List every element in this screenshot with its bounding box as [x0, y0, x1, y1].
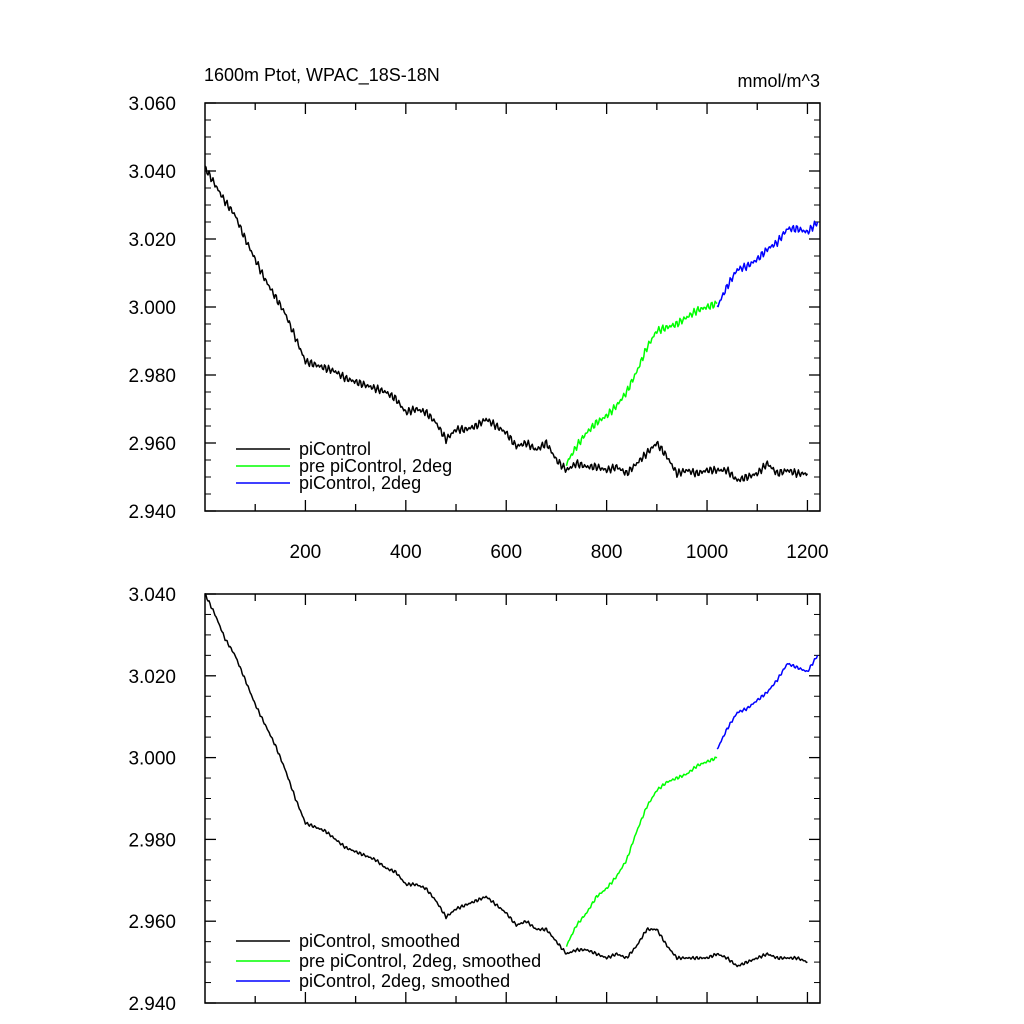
series-line — [565, 300, 718, 466]
y-tick-label: 2.960 — [128, 912, 176, 933]
y-tick-label: 3.020 — [128, 667, 176, 688]
series-line — [204, 165, 809, 483]
y-axis: 2.940 2.960 2.980 3.000 3.020 3.040 3.060 — [128, 94, 820, 523]
y-tick-label: 3.040 — [128, 162, 176, 183]
x-tick-label: 200 — [290, 542, 322, 563]
series-line — [716, 655, 819, 750]
x-tick-label: 1200 — [786, 542, 828, 563]
y-axis: 2.940 2.960 2.980 3.000 3.020 3.040 — [128, 585, 820, 1015]
plot-frame — [204, 102, 821, 512]
chart-title: 1600m Ptot, WPAC_18S-18N — [204, 65, 440, 86]
x-tick-label: 600 — [490, 542, 522, 563]
legend-label: piControl, 2deg, smoothed — [299, 971, 510, 991]
legend-label: piControl, 2deg — [299, 473, 421, 493]
y-tick-label: 2.980 — [128, 830, 176, 851]
y-tick-label: 2.940 — [128, 502, 176, 523]
x-axis — [254, 594, 809, 1003]
y-tick-label: 2.960 — [128, 434, 176, 455]
bottom-panel: 2.940 2.960 2.980 3.000 3.020 3.040 piControl… — [128, 585, 821, 1015]
x-tick-label: 400 — [390, 542, 422, 563]
x-tick-label: 1000 — [686, 542, 728, 563]
x-tick-label: 800 — [591, 542, 623, 563]
legend-label: pre piControl, 2deg — [299, 456, 452, 476]
y-tick-label: 3.020 — [128, 230, 176, 251]
legend-label: pre piControl, 2deg, smoothed — [299, 951, 541, 971]
top-panel: 2.940 2.960 2.980 3.000 3.020 3.040 3.060 200 4… — [128, 65, 828, 563]
series-line — [716, 220, 819, 308]
y-tick-label: 3.040 — [128, 585, 176, 606]
y-tick-label: 2.940 — [128, 994, 176, 1015]
plot-frame — [204, 593, 821, 1004]
legend-label: piControl, smoothed — [299, 931, 460, 951]
series-group — [204, 165, 819, 483]
units-label: mmol/m^3 — [738, 71, 820, 91]
y-tick-label: 3.000 — [128, 749, 176, 770]
x-axis: 200 400 600 800 1000 1200 — [254, 103, 829, 563]
legend-label: piControl — [299, 439, 371, 459]
series-line — [204, 593, 808, 968]
y-tick-label: 3.000 — [128, 298, 176, 319]
series-group — [204, 593, 819, 968]
y-tick-label: 3.060 — [128, 94, 176, 115]
series-line — [565, 756, 718, 947]
y-tick-label: 2.980 — [128, 366, 176, 387]
